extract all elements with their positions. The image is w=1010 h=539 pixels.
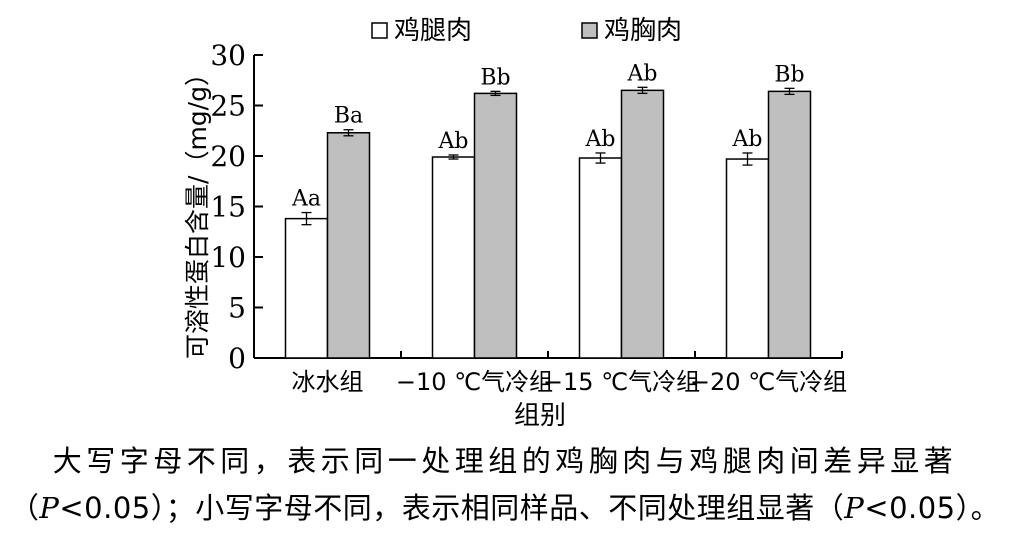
bars: Aa Ab Ab Ab Ba Bb Ab Bb — [284, 61, 812, 359]
y-tick-label: 15 — [210, 191, 246, 224]
bar-leg — [578, 157, 623, 359]
y-axis-label: 可溶性蛋白含量/（mg/g） — [183, 61, 212, 359]
significance-label: Aa — [291, 187, 321, 212]
bar-leg — [284, 217, 329, 359]
y-tick-label: 0 — [228, 342, 246, 375]
bar-breast — [620, 89, 665, 359]
x-tick-label: 冰水组 — [292, 368, 364, 396]
x-tick-label: −10 ℃气冷组 — [396, 368, 553, 396]
x-axis-label: 组别 — [514, 401, 566, 431]
significance-label: Ab — [732, 127, 763, 152]
legend-label: 鸡腿肉 — [394, 16, 472, 46]
x-tick-label: −15 ℃气冷组 — [543, 368, 700, 396]
y-tick-label: 25 — [210, 90, 246, 123]
caption-p-2: P — [844, 491, 865, 525]
caption-end: <0.05）。 — [864, 491, 1001, 525]
y-axis: 0 5 10 15 20 25 30 — [210, 39, 263, 375]
significance-label: Ab — [627, 61, 658, 86]
caption-line-2: （P<0.05）；小写字母不同，表示相同样品、不同处理组显著（P<0.05）。 — [0, 485, 1010, 527]
y-tick-label: 30 — [210, 39, 246, 72]
y-tick-label: 5 — [228, 292, 246, 325]
significance-label: Bb — [774, 62, 804, 87]
y-tick-label: 10 — [210, 241, 246, 274]
legend-swatch — [371, 22, 388, 39]
legend-label: 鸡胸肉 — [604, 16, 682, 46]
caption-text-1: 大写字母不同，表示同一处理组的鸡胸肉与鸡腿肉间差异显著 — [52, 444, 958, 478]
significance-label: Ba — [334, 104, 363, 129]
bar-breast — [767, 90, 812, 359]
x-axis: 冰水组 −10 ℃气冷组−15 ℃气冷组−20 ℃气冷组 — [254, 351, 847, 396]
significance-label: Bb — [480, 65, 510, 90]
bar-breast — [326, 132, 371, 359]
legend-swatch — [581, 22, 598, 39]
x-tick-label: −20 ℃气冷组 — [690, 368, 847, 396]
significance-label: Ab — [438, 129, 469, 154]
soluble-protein-bar-chart: 鸡腿肉 鸡胸肉 0 5 10 15 20 25 30 冰水组 −10 ℃气冷组−15 ℃气冷组−… — [183, 16, 847, 431]
caption-p-1: P — [39, 491, 60, 525]
legend: 鸡腿肉 鸡胸肉 — [371, 16, 682, 46]
caption-mid: <0.05）；小写字母不同，表示相同样品、不同处理组显著（ — [59, 491, 845, 525]
bar-breast — [473, 92, 518, 359]
y-tick-label: 20 — [210, 140, 246, 173]
bar-leg — [431, 156, 476, 359]
bar-leg — [725, 158, 770, 359]
caption-open: （ — [9, 491, 40, 525]
significance-label: Ab — [585, 127, 616, 152]
caption-line-1: 大写字母不同，表示同一处理组的鸡胸肉与鸡腿肉间差异显著 — [0, 438, 1010, 480]
